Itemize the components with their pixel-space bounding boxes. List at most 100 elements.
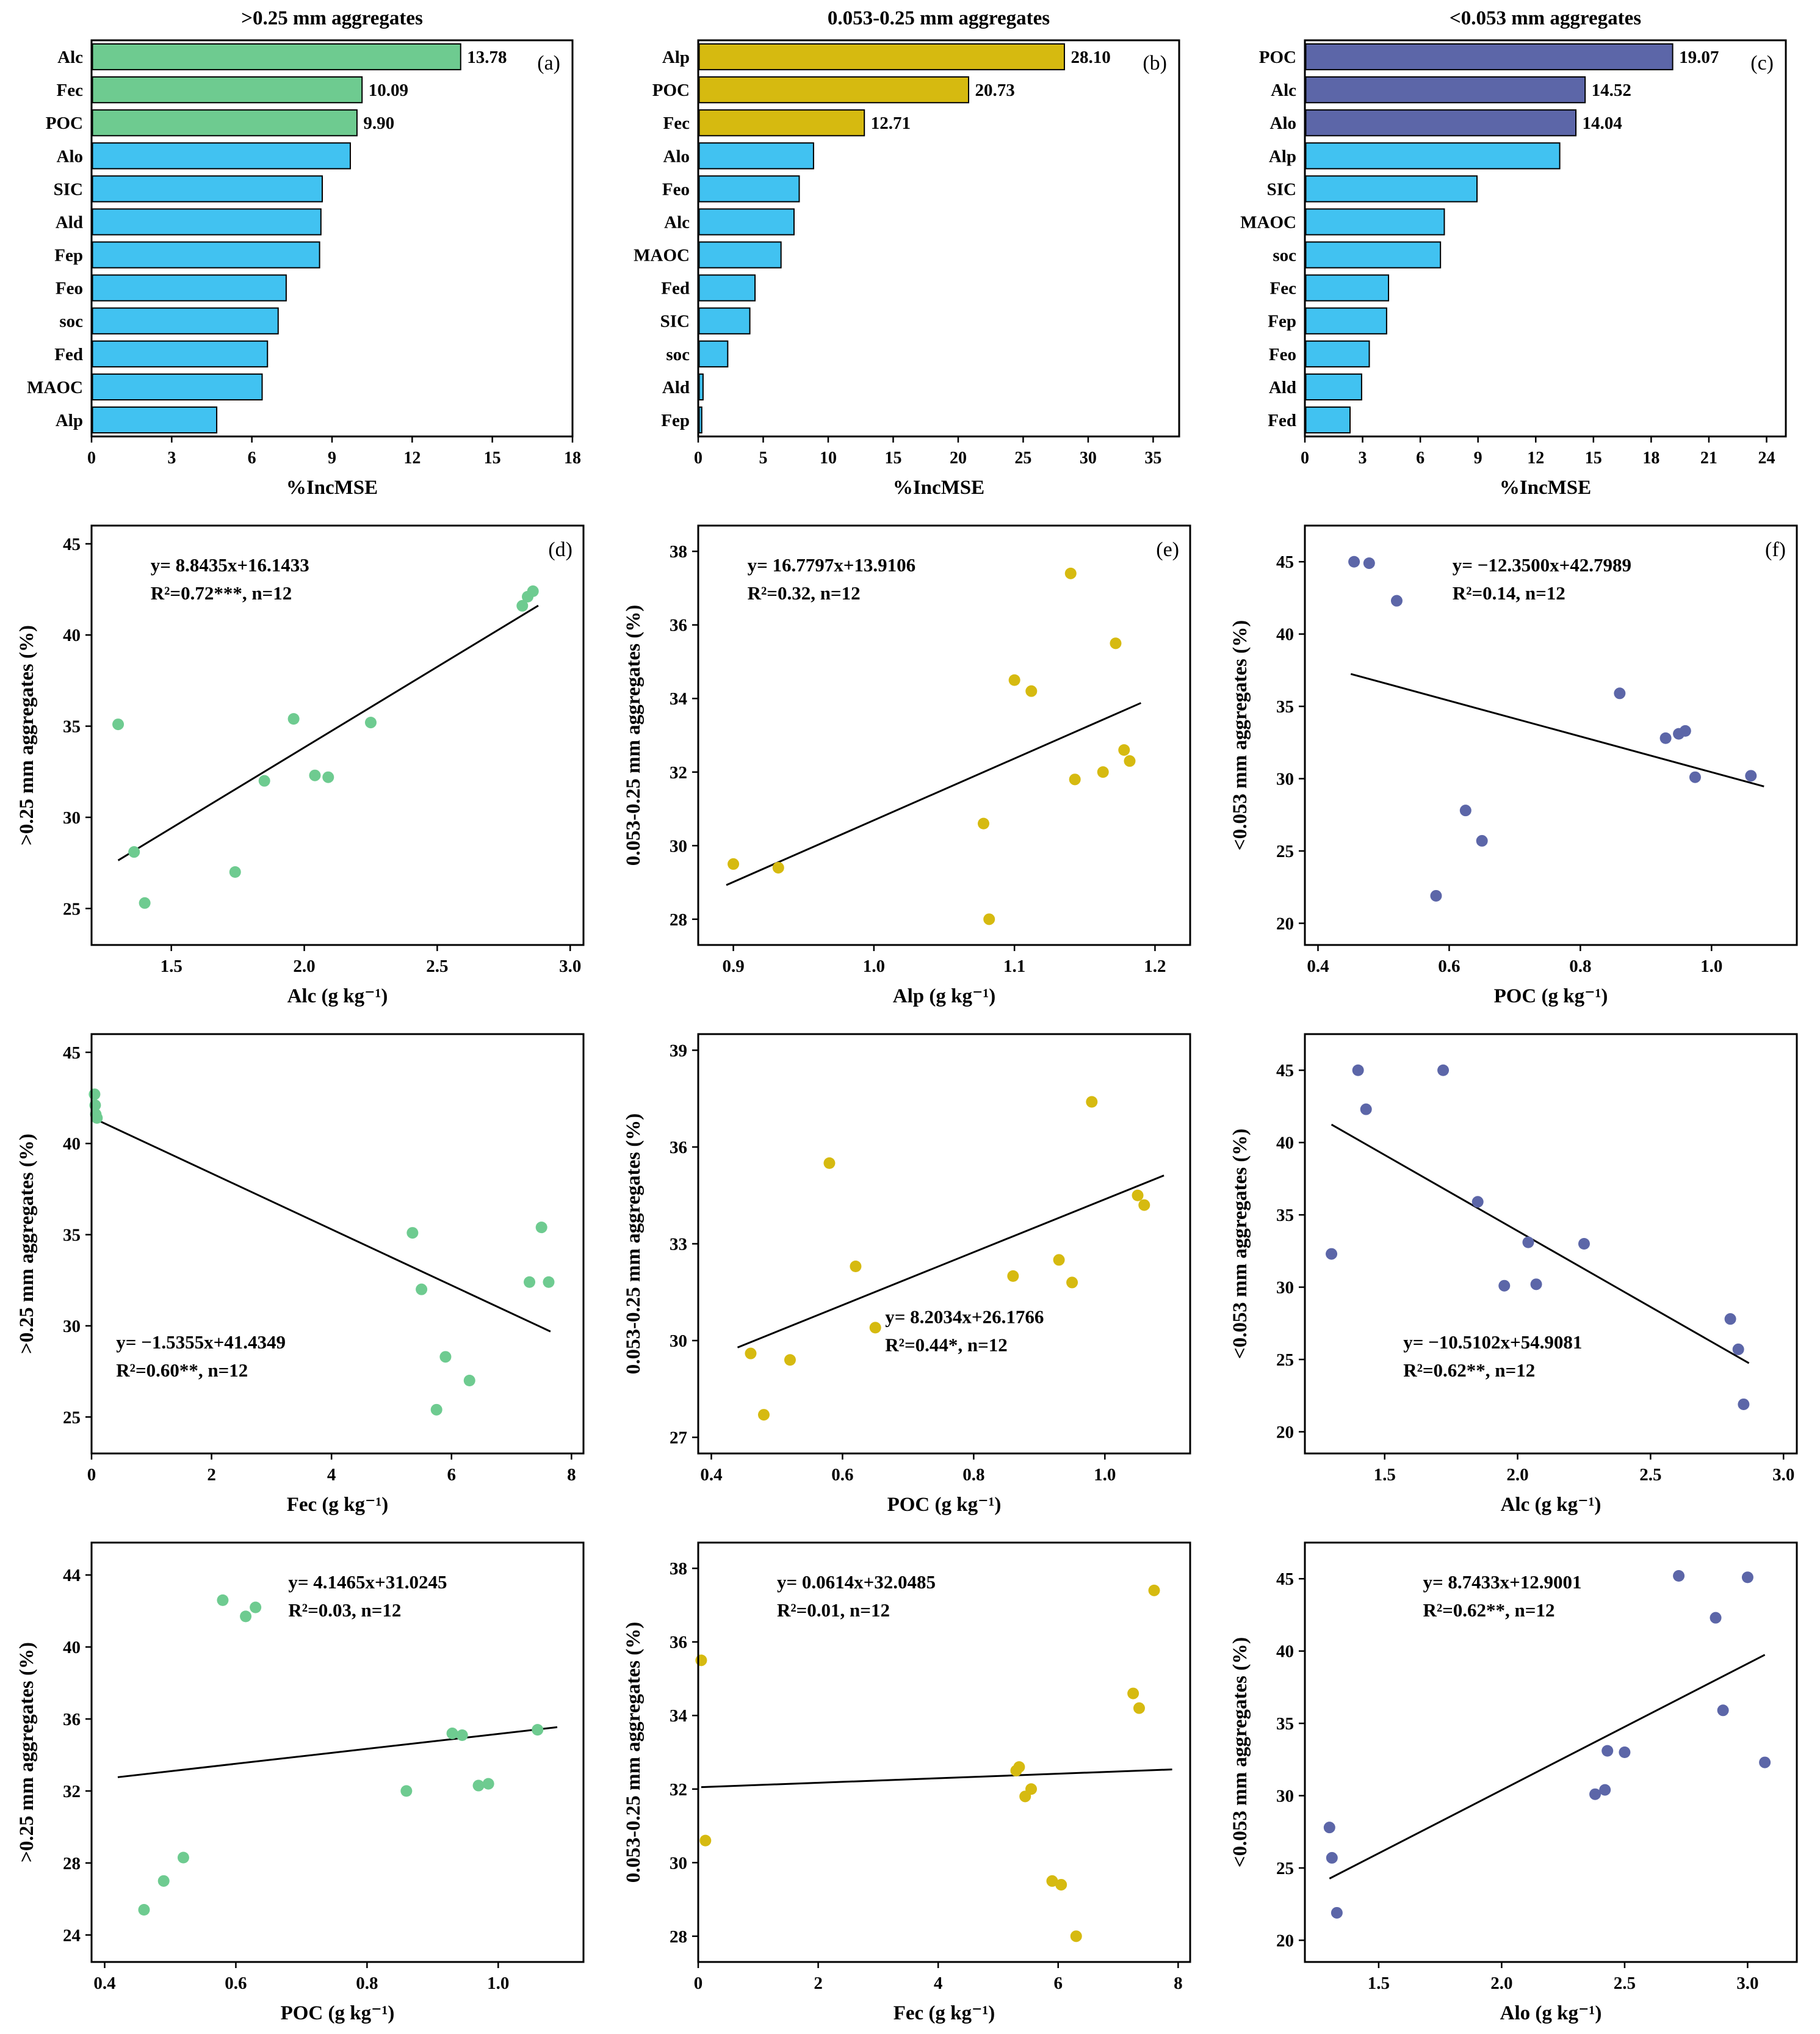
data-point: [138, 1903, 150, 1916]
y-tick-label: 40: [63, 626, 81, 645]
y-axis-label: >0.25 mm aggregates (%): [16, 1134, 38, 1354]
data-point: [1459, 805, 1472, 817]
x-axis-label: Alc (g kg⁻¹): [1501, 1494, 1602, 1516]
y-tick-label: 45: [1276, 1569, 1294, 1589]
value-label: 14.04: [1583, 114, 1622, 133]
x-tick-label: 6: [1054, 1974, 1063, 1993]
y-axis-label: >0.25 mm aggregates (%): [16, 1642, 38, 1862]
y-tick-label: 25: [1276, 1350, 1294, 1370]
category-label: Fed: [1268, 411, 1296, 430]
data-point: [1066, 1276, 1078, 1289]
category-label: SIC: [1267, 179, 1296, 199]
data-point: [695, 1654, 707, 1667]
bar-Fep: [698, 406, 702, 434]
data-point: [406, 1227, 419, 1239]
data-point: [1724, 1313, 1736, 1325]
x-tick-label: 1.0: [1094, 1465, 1116, 1485]
annotation-line: R²=0.03, n=12: [288, 1599, 401, 1621]
plot-background: [92, 40, 572, 436]
y-tick-label: 28: [63, 1854, 81, 1873]
value-label: 13.78: [467, 48, 507, 67]
category-label: POC: [1259, 48, 1296, 67]
data-point: [1138, 1199, 1150, 1211]
x-tick-label: 0.8: [356, 1974, 378, 1993]
data-point: [1589, 1788, 1602, 1800]
category-label: Alc: [1271, 81, 1296, 100]
x-axis-label: Alp (g kg⁻¹): [893, 985, 996, 1007]
data-point: [543, 1276, 555, 1288]
bar-Alp: [1305, 142, 1561, 170]
data-point: [728, 858, 740, 870]
regression-line: [726, 702, 1142, 886]
regression-line: [92, 1117, 551, 1333]
data-point: [1659, 732, 1672, 744]
panel-f: 0.4 0.6 0.8 1.0 20 25 30 35 40 45 POC (g kg⁻¹) <0.0…: [1213, 508, 1820, 1017]
data-point: [322, 771, 334, 783]
data-point: [983, 913, 995, 925]
data-point: [88, 1088, 101, 1101]
bar-Alo: [698, 142, 814, 170]
x-tick-label: 15: [884, 449, 901, 468]
plot-background: [1305, 1034, 1797, 1453]
y-tick-label: 30: [1276, 1787, 1294, 1806]
x-tick-label: 1.1: [1003, 957, 1025, 976]
panel-b-chart: Alp 28.10 POC 20.73 Fec 12.71 Alo Feo Alc MAOC Fed…: [634, 7, 1180, 499]
x-axis-label: %IncMSE: [286, 477, 378, 499]
x-tick-label: 35: [1144, 449, 1161, 468]
x-tick-label: 0: [87, 449, 96, 468]
y-axis-label: <0.053 mm aggregates (%): [1229, 1637, 1251, 1867]
data-point: [1118, 744, 1130, 756]
y-tick-label: 30: [670, 836, 687, 856]
bar-Alp: [92, 406, 218, 434]
data-point: [745, 1347, 757, 1359]
data-point: [1619, 1746, 1631, 1758]
panel-i-chart: 1.5 2.0 2.5 3.0 20 25 30 35 40 45 Alc (g kg⁻¹) <0.0…: [1229, 1033, 1798, 1516]
data-point: [823, 1157, 836, 1169]
data-point: [1717, 1704, 1729, 1717]
plot-border: [697, 1541, 1191, 1963]
y-tick-label: 30: [63, 808, 81, 828]
data-point: [516, 599, 529, 612]
data-point: [757, 1409, 770, 1421]
plot-background: [92, 526, 583, 945]
regression-line: [1331, 1123, 1750, 1364]
y-tick-label: 30: [670, 1331, 687, 1351]
panel-e-chart: 0.9 1.0 1.1 1.2 28 30 32 34 36 38 Alp (g kg⁻¹) 0.05…: [623, 524, 1191, 1007]
data-point: [1689, 771, 1701, 783]
y-tick-label: 40: [63, 1638, 81, 1657]
value-label: 28.10: [1071, 48, 1110, 67]
y-axis-label: 0.053-0.25 mm aggregates (%): [623, 605, 645, 866]
y-tick-label: 36: [670, 1633, 687, 1652]
y-tick-label: 25: [63, 1408, 81, 1427]
panel-letter: (f): [1765, 538, 1786, 561]
y-tick-label: 40: [1276, 1642, 1294, 1662]
data-point: [1086, 1096, 1098, 1108]
panel-h: 0.4 0.6 0.8 1.0 27 30 33 36 39 POC (g kg⁻¹) 0.053-…: [607, 1017, 1213, 1526]
category-label: SIC: [660, 312, 690, 331]
data-point: [250, 1601, 262, 1613]
data-point: [177, 1851, 189, 1864]
data-point: [1741, 1571, 1753, 1583]
x-tick-label: 5: [759, 449, 767, 468]
panel-title: 0.053-0.25 mm aggregates: [828, 7, 1050, 29]
annotation-line: R²=0.62**, n=12: [1403, 1359, 1535, 1381]
y-tick-label: 30: [670, 1853, 687, 1873]
y-tick-label: 45: [63, 1043, 81, 1063]
x-tick-label: 1.0: [487, 1974, 509, 1993]
x-tick-label: 8: [1174, 1974, 1183, 1993]
x-tick-label: 2: [814, 1974, 823, 1993]
x-tick-label: 3.0: [559, 957, 581, 976]
x-tick-label: 9: [1474, 449, 1482, 468]
data-point: [1053, 1254, 1065, 1266]
y-tick-label: 27: [670, 1428, 687, 1448]
y-tick-label: 25: [1276, 1859, 1294, 1878]
data-point: [1679, 725, 1691, 737]
data-point: [1110, 637, 1122, 650]
y-tick-label: 35: [1276, 697, 1294, 717]
data-point: [1472, 1196, 1484, 1208]
x-axis-label: POC (g kg⁻¹): [281, 2002, 395, 2024]
category-label: soc: [1273, 246, 1296, 266]
category-label: Fed: [661, 279, 690, 299]
x-tick-label: 12: [1527, 449, 1544, 468]
data-point: [699, 1834, 712, 1847]
